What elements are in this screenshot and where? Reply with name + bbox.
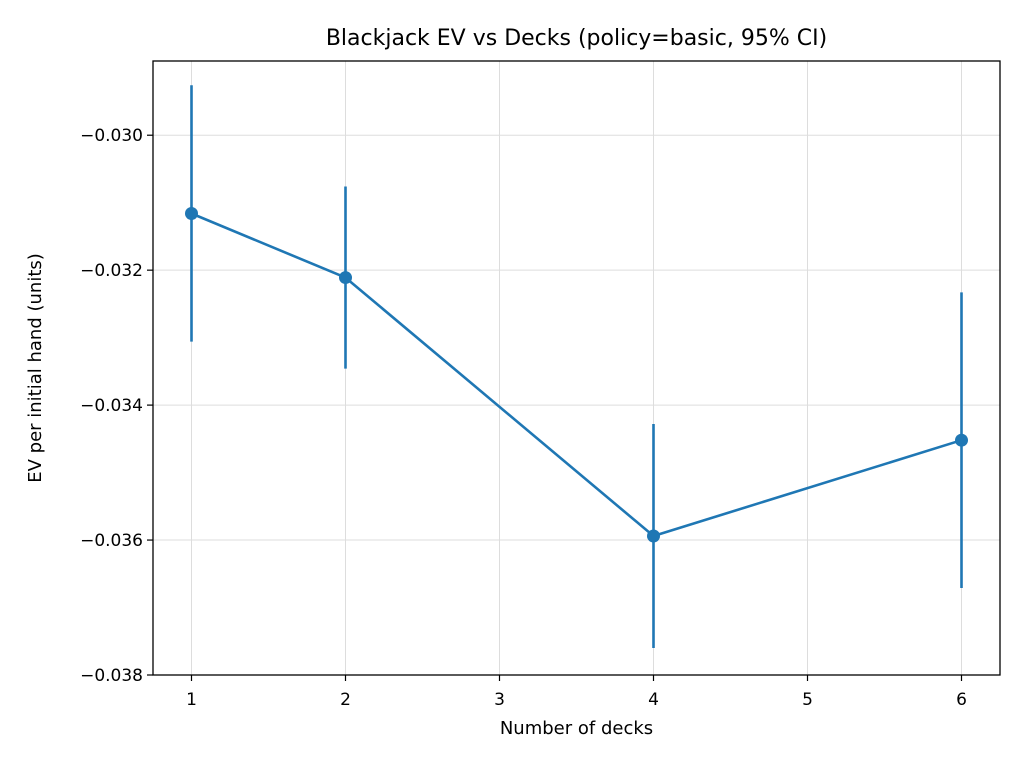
- plot-frame: [152, 60, 1001, 676]
- x-axis-label: Number of decks: [500, 718, 653, 739]
- y-tick-label: −0.038: [80, 666, 143, 686]
- series-line: [191, 212, 962, 538]
- x-tick-label: 5: [802, 690, 813, 710]
- data-point: [955, 433, 968, 447]
- y-tick-label: −0.034: [80, 396, 143, 416]
- data-point: [185, 206, 198, 220]
- x-tick-label: 2: [340, 690, 351, 710]
- y-tick-label: −0.032: [80, 261, 143, 281]
- data-point: [339, 271, 352, 285]
- y-tick-label: −0.030: [80, 126, 143, 146]
- x-tick-label: 3: [494, 690, 505, 710]
- data-layer: [185, 85, 968, 649]
- y-axis-label: EV per initial hand (units): [25, 253, 46, 483]
- x-tick-label: 4: [648, 690, 659, 710]
- x-tick-label: 6: [956, 690, 967, 710]
- x-tick-label: 1: [186, 690, 197, 710]
- data-point: [647, 529, 660, 543]
- chart-title: Blackjack EV vs Decks (policy=basic, 95%…: [326, 26, 827, 51]
- tick-layer: 1 2 3 4 5 6 −0.030 −0.032 −0.034 −0.036 −0.038: [80, 126, 967, 710]
- y-tick-label: −0.036: [80, 531, 143, 551]
